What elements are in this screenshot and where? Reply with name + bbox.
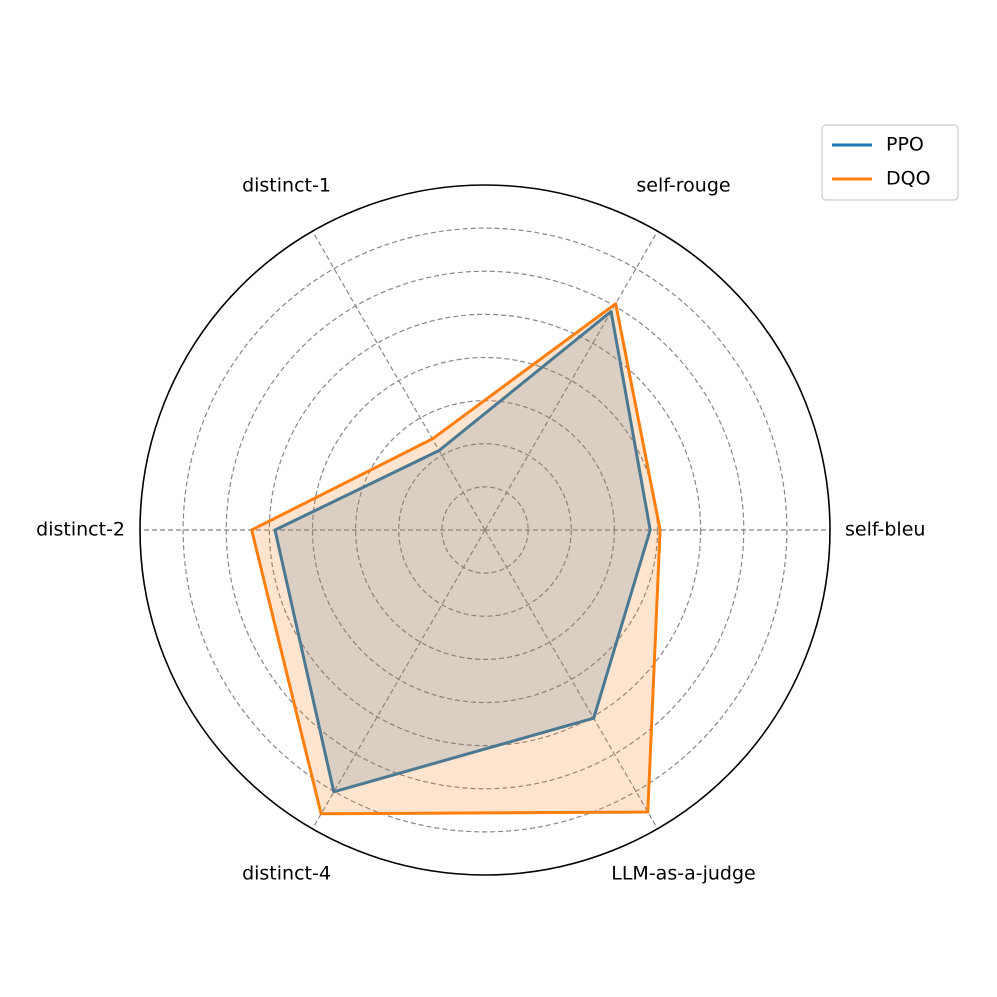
legend-label: PPO (886, 134, 924, 156)
legend-label: DQO (886, 168, 931, 190)
grid-circle (398, 443, 572, 617)
category-label: distinct-1 (242, 175, 331, 197)
series-line (273, 310, 652, 794)
grid-circle (268, 313, 702, 747)
series-area (275, 311, 651, 792)
spoke (311, 529, 486, 830)
outer-circle (139, 184, 831, 876)
category-label: distinct-2 (36, 519, 125, 541)
grid-circle (182, 227, 788, 833)
series-line (250, 302, 662, 816)
category-label: self-rouge (636, 175, 730, 197)
category-label: self-bleu (845, 519, 925, 541)
series-area (251, 303, 661, 814)
spoke (311, 230, 486, 531)
spoke (484, 230, 659, 531)
category-label: distinct-4 (242, 862, 331, 884)
spoke (484, 529, 659, 830)
category-label: LLM-as-a-judge (611, 862, 755, 884)
